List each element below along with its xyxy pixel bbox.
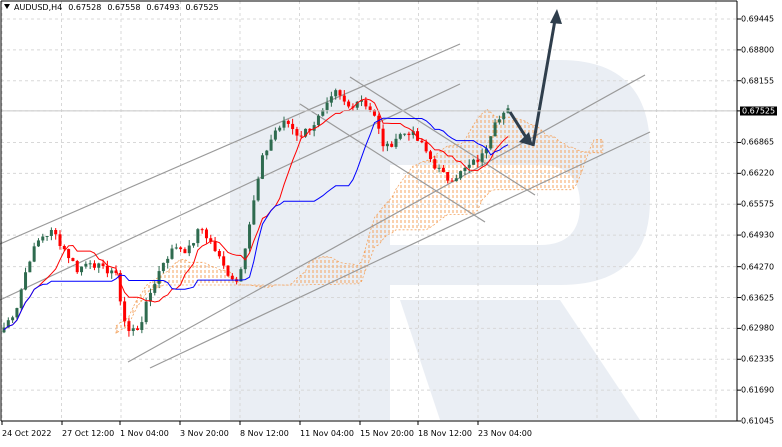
time-tick-label: 1 Nov 04:00 [120, 429, 169, 438]
time-tick-label: 24 Oct 2022 [2, 429, 52, 438]
price-tick-label: 0.69445 [741, 14, 775, 24]
time-tick-label: 27 Oct 12:00 [62, 429, 115, 438]
time-tick-label: 11 Nov 04:00 [300, 429, 354, 438]
time-tick-label: 18 Nov 12:00 [418, 429, 472, 438]
close-value: 0.67525 [185, 3, 219, 12]
price-tick-label: 0.62980 [741, 323, 775, 333]
price-tick-label: 0.66865 [741, 137, 775, 147]
dropdown-triangle-icon[interactable] [4, 4, 10, 9]
price-tick-label: 0.68800 [741, 45, 775, 55]
price-tick-label: 0.61045 [741, 416, 775, 426]
price-tick-label: 0.64930 [741, 230, 775, 240]
price-tick-label: 0.65575 [741, 199, 775, 209]
price-tick-label: 0.66220 [741, 168, 775, 178]
price-tick-label: 0.62335 [741, 354, 775, 364]
open-value: 0.67528 [68, 3, 102, 12]
price-tick-label: 0.63625 [741, 293, 775, 303]
price-tick-label: 0.68155 [741, 76, 775, 86]
high-value: 0.67558 [107, 3, 141, 12]
low-value: 0.67493 [146, 3, 180, 12]
time-tick-label: 8 Nov 12:00 [240, 429, 289, 438]
price-tick-label: 0.67525 [740, 106, 778, 116]
chart-header: AUDUSD,H4 0.67528 0.67558 0.67493 0.67525 [4, 3, 219, 12]
time-tick-label: 3 Nov 20:00 [180, 429, 229, 438]
time-tick-label: 15 Nov 20:00 [360, 429, 414, 438]
symbol-label: AUDUSD,H4 [14, 3, 63, 12]
time-tick-label: 23 Nov 04:00 [478, 429, 532, 438]
price-tick-label: 0.61690 [741, 385, 775, 395]
price-tick-label: 0.64270 [741, 262, 775, 272]
